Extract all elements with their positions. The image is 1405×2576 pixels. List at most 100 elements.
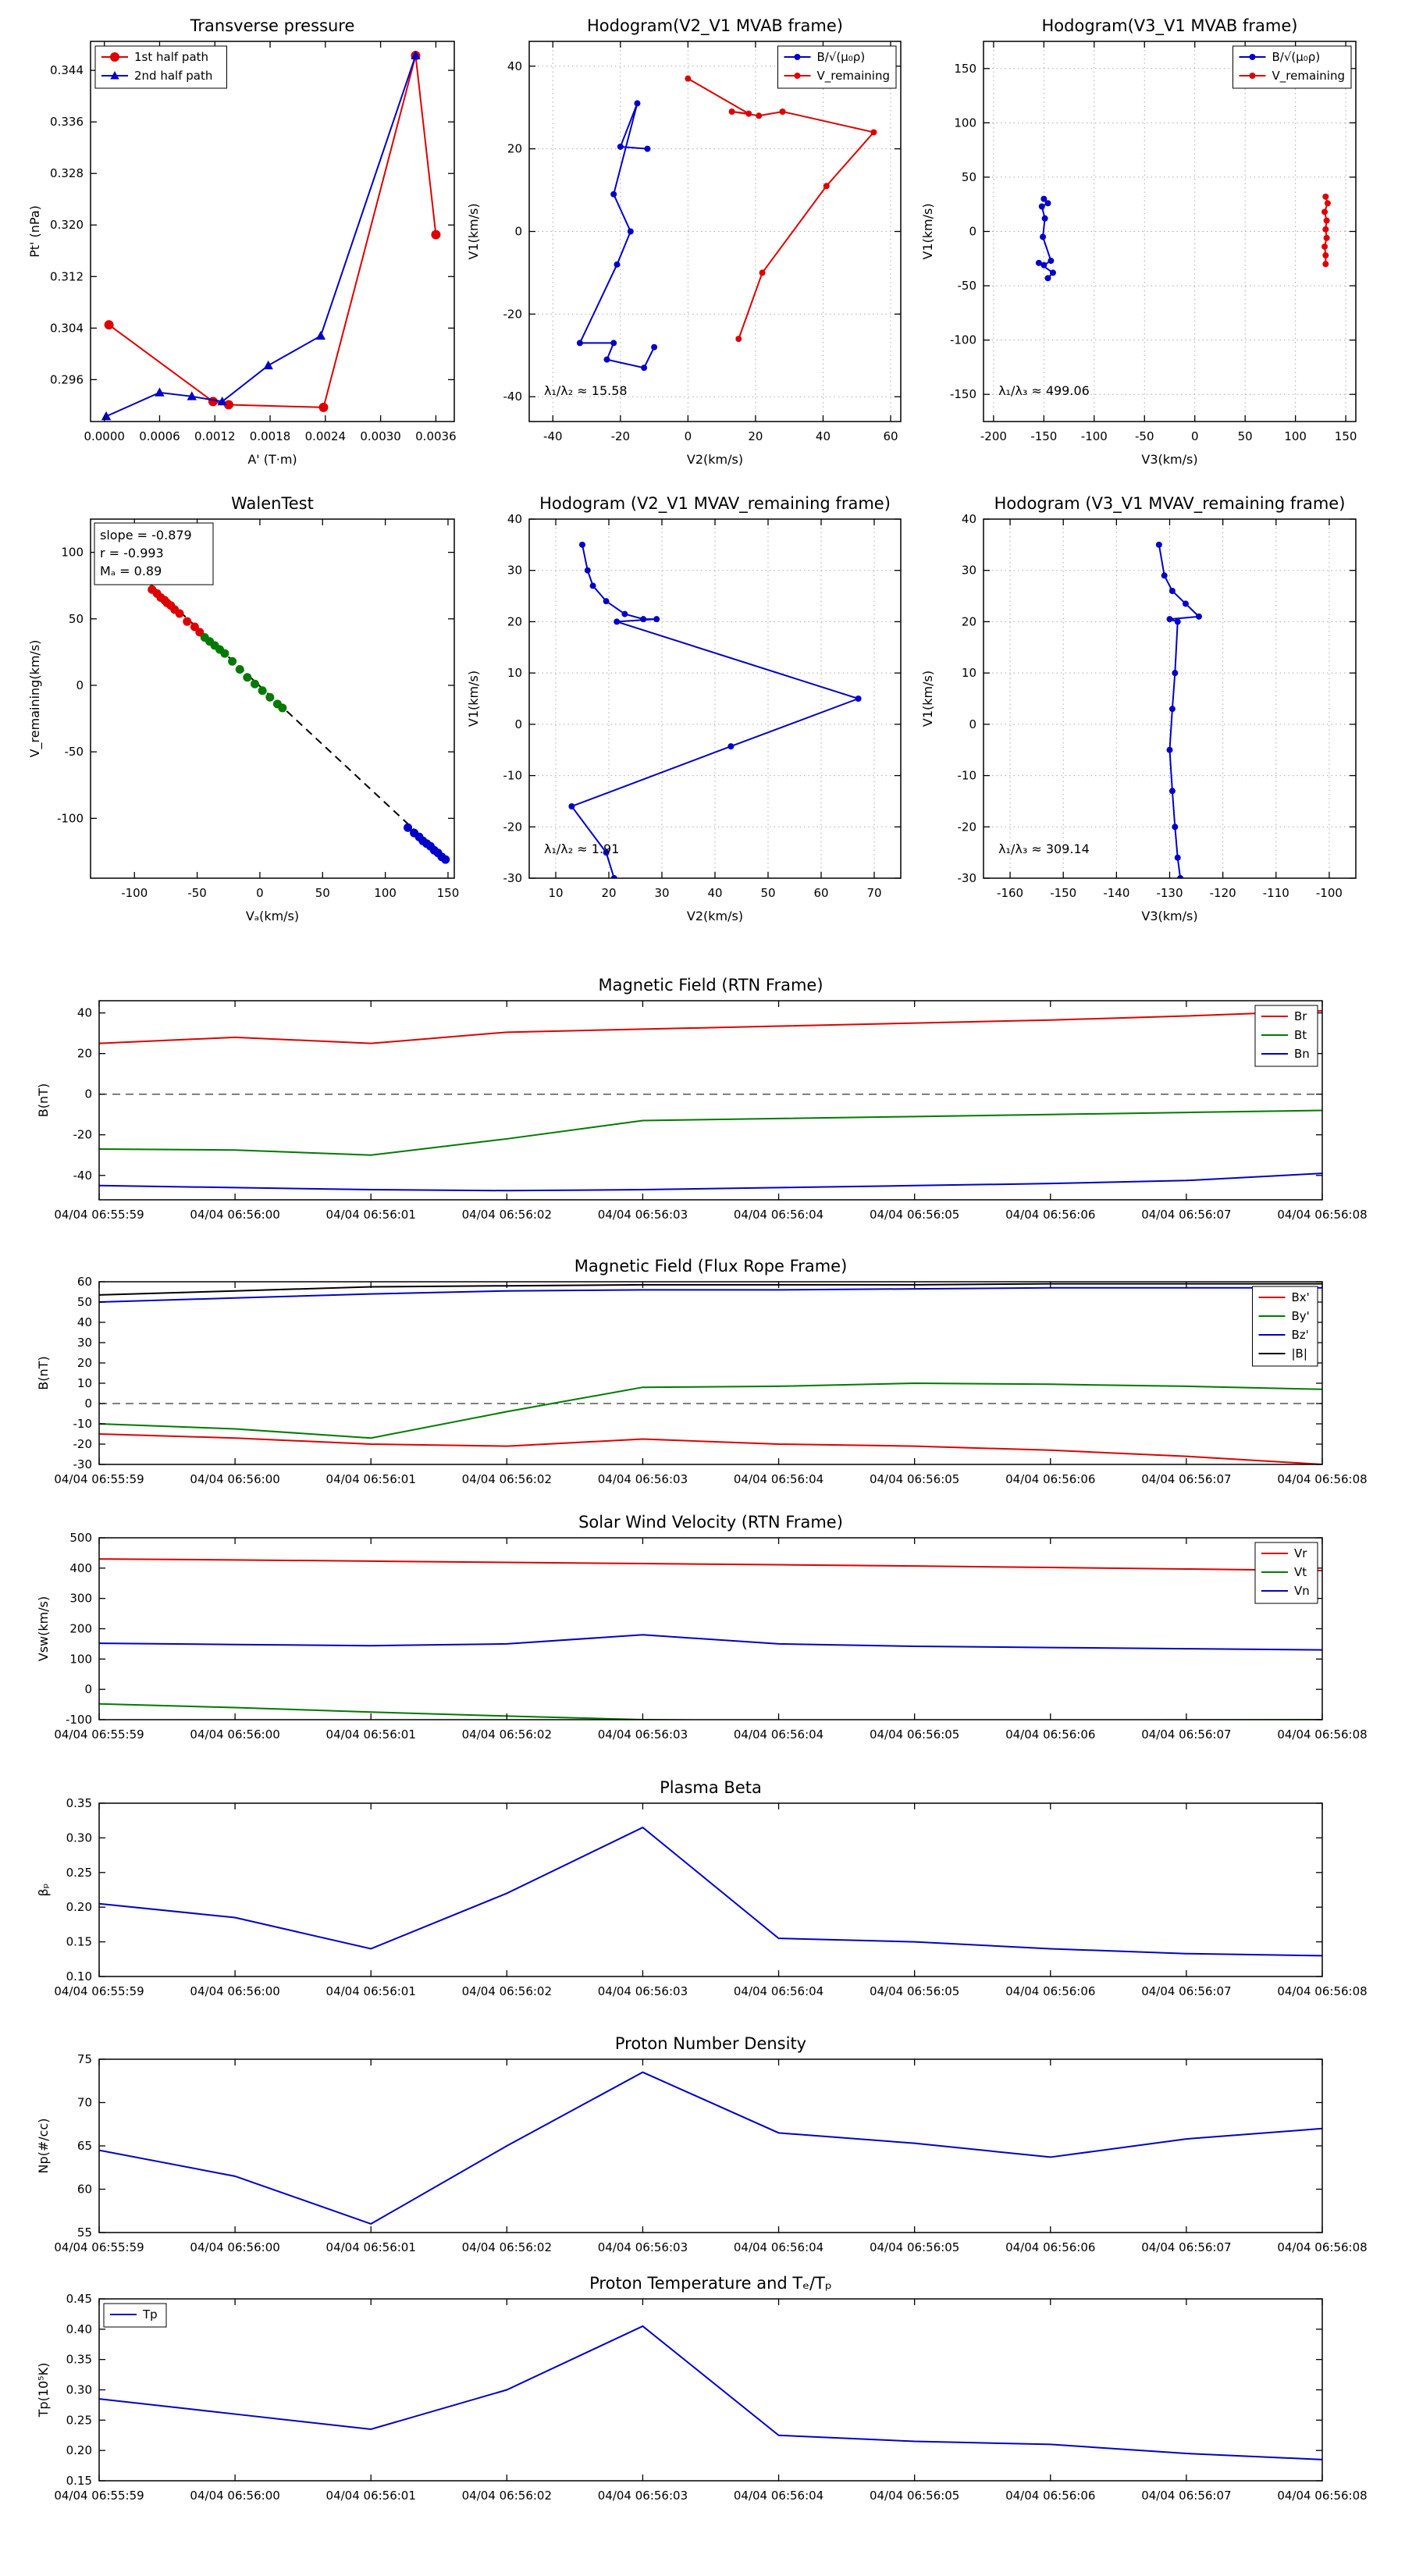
svg-text:04/04 06:56:06: 04/04 06:56:06 <box>1005 1727 1095 1742</box>
svg-text:0: 0 <box>1191 429 1199 443</box>
svg-text:0.336: 0.336 <box>50 115 84 129</box>
svg-text:-10: -10 <box>73 1417 93 1431</box>
svg-text:-150: -150 <box>950 387 976 401</box>
chart-title: Plasma Beta <box>660 1778 762 1797</box>
svg-text:-100: -100 <box>950 333 976 347</box>
svg-text:04/04 06:56:02: 04/04 06:56:02 <box>462 1472 552 1486</box>
chart-title: Proton Number Density <box>615 2034 806 2053</box>
svg-text:60: 60 <box>813 886 828 900</box>
svg-text:04/04 06:56:01: 04/04 06:56:01 <box>326 2240 416 2254</box>
svg-text:300: 300 <box>69 1592 92 1606</box>
svg-text:0: 0 <box>514 717 522 731</box>
svg-text:-40: -40 <box>543 429 563 443</box>
svg-text:04/04 06:55:59: 04/04 06:55:59 <box>54 2240 144 2254</box>
svg-text:04/04 06:56:08: 04/04 06:56:08 <box>1277 1208 1367 1222</box>
svg-text:10: 10 <box>507 666 522 680</box>
svg-text:04/04 06:56:03: 04/04 06:56:03 <box>598 1472 688 1486</box>
svg-text:04/04 06:56:03: 04/04 06:56:03 <box>598 1727 688 1742</box>
svg-text:0.20: 0.20 <box>66 2443 92 2457</box>
svg-text:0.15: 0.15 <box>66 2474 92 2488</box>
svg-text:10: 10 <box>548 886 563 900</box>
svg-text:A' (T·m): A' (T·m) <box>247 452 297 467</box>
svg-text:04/04 06:56:01: 04/04 06:56:01 <box>326 1727 416 1742</box>
svg-text:0.25: 0.25 <box>66 2413 92 2427</box>
svg-text:-20: -20 <box>958 820 977 834</box>
svg-text:55: 55 <box>77 2226 92 2240</box>
svg-text:04/04 06:56:07: 04/04 06:56:07 <box>1141 2489 1231 2503</box>
svg-text:0.35: 0.35 <box>66 2353 92 2367</box>
svg-text:Np(#/cc): Np(#/cc) <box>36 2119 51 2174</box>
svg-text:100: 100 <box>1284 429 1307 443</box>
svg-text:Vₐ(km/s): Vₐ(km/s) <box>246 909 299 923</box>
svg-text:04/04 06:56:05: 04/04 06:56:05 <box>870 1208 959 1222</box>
svg-text:04/04 06:55:59: 04/04 06:55:59 <box>54 1984 144 1998</box>
svg-text:0.0030: 0.0030 <box>360 429 401 443</box>
svg-text:04/04 06:56:05: 04/04 06:56:05 <box>870 1472 959 1486</box>
svg-text:-20: -20 <box>611 429 631 443</box>
svg-text:0.0036: 0.0036 <box>415 429 457 443</box>
svg-text:Mₐ = 0.89: Mₐ = 0.89 <box>100 564 162 578</box>
svg-text:Bt: Bt <box>1294 1028 1307 1042</box>
svg-text:-20: -20 <box>73 1437 93 1451</box>
svg-text:B(nT): B(nT) <box>36 1356 51 1389</box>
svg-text:04/04 06:56:04: 04/04 06:56:04 <box>734 1472 823 1486</box>
svg-text:-50: -50 <box>65 745 84 759</box>
svg-text:04/04 06:56:06: 04/04 06:56:06 <box>1005 1984 1095 1998</box>
svg-text:Br: Br <box>1294 1009 1307 1023</box>
svg-text:1st half path: 1st half path <box>134 50 208 64</box>
svg-text:-140: -140 <box>1103 886 1129 900</box>
chart-transverse-pressure: 0.0000 0.0006 0.0012 0.0018 0.0024 0.0030 0.00… <box>27 16 457 467</box>
svg-text:-10: -10 <box>958 769 977 783</box>
svg-text:0.0018: 0.0018 <box>250 429 291 443</box>
svg-text:slope = -0.879: slope = -0.879 <box>100 528 192 543</box>
svg-text:20: 20 <box>77 1047 92 1061</box>
svg-text:B(nT): B(nT) <box>36 1083 51 1117</box>
svg-text:04/04 06:56:05: 04/04 06:56:05 <box>870 1727 959 1742</box>
svg-text:V2(km/s): V2(km/s) <box>687 452 743 467</box>
annotation: λ₁/λ₂ ≈ 15.58 <box>544 383 628 398</box>
svg-text:20: 20 <box>507 614 522 628</box>
svg-text:100: 100 <box>69 1652 92 1666</box>
svg-text:0.40: 0.40 <box>66 2322 92 2336</box>
svg-text:20: 20 <box>77 1356 92 1370</box>
svg-text:04/04 06:56:08: 04/04 06:56:08 <box>1277 1472 1367 1486</box>
svg-text:04/04 06:56:02: 04/04 06:56:02 <box>462 2489 552 2503</box>
svg-text:60: 60 <box>77 2183 92 2197</box>
svg-text:B/√(μ₀ρ): B/√(μ₀ρ) <box>1272 50 1321 64</box>
svg-text:04/04 06:56:06: 04/04 06:56:06 <box>1005 1472 1095 1486</box>
svg-text:-100: -100 <box>1081 429 1108 443</box>
svg-text:65: 65 <box>77 2139 92 2153</box>
svg-text:0.320: 0.320 <box>50 218 84 232</box>
chart-vsw-rtn: 04/04 06:55:59 04/04 06:56:00 04/04 06:56:… <box>36 1513 1368 1742</box>
svg-text:20: 20 <box>962 614 976 628</box>
svg-text:-100: -100 <box>57 811 84 825</box>
svg-text:04/04 06:56:01: 04/04 06:56:01 <box>326 1472 416 1486</box>
svg-text:Bz': Bz' <box>1292 1328 1309 1342</box>
annotation: λ₁/λ₂ ≈ 1.91 <box>544 841 619 856</box>
svg-text:Vr: Vr <box>1294 1546 1307 1560</box>
svg-text:04/04 06:56:07: 04/04 06:56:07 <box>1141 1208 1231 1222</box>
chart-proton-temp: 04/04 06:55:59 04/04 06:56:00 04/04 06:56:… <box>36 2274 1368 2503</box>
svg-text:150: 150 <box>1335 429 1357 443</box>
svg-text:75: 75 <box>77 2052 92 2066</box>
svg-text:04/04 06:56:01: 04/04 06:56:01 <box>326 1984 416 1998</box>
svg-text:40: 40 <box>77 1315 92 1329</box>
svg-text:04/04 06:56:01: 04/04 06:56:01 <box>326 2489 416 2503</box>
svg-text:04/04 06:56:04: 04/04 06:56:04 <box>734 1727 823 1742</box>
svg-text:04/04 06:56:03: 04/04 06:56:03 <box>598 2240 688 2254</box>
chart-title: Magnetic Field (Flux Rope Frame) <box>574 1257 848 1276</box>
svg-text:0.20: 0.20 <box>66 1900 92 1914</box>
svg-text:100: 100 <box>374 886 397 900</box>
svg-text:50: 50 <box>315 886 330 900</box>
chart-hodogram-v3v1-mvab: -200 -150 -100 -50 0 50 100 150 -150 -100 -50 0 50 10… <box>920 16 1357 467</box>
svg-text:0.10: 0.10 <box>66 1969 92 1984</box>
svg-text:30: 30 <box>962 564 976 578</box>
svg-text:-10: -10 <box>503 769 523 783</box>
svg-text:-40: -40 <box>503 390 523 404</box>
svg-text:V1(km/s): V1(km/s) <box>466 203 481 259</box>
svg-text:-160: -160 <box>997 886 1023 900</box>
svg-text:0.15: 0.15 <box>66 1935 92 1949</box>
svg-text:400: 400 <box>69 1561 92 1575</box>
svg-text:04/04 06:56:04: 04/04 06:56:04 <box>734 1984 823 1998</box>
svg-text:40: 40 <box>816 429 831 443</box>
